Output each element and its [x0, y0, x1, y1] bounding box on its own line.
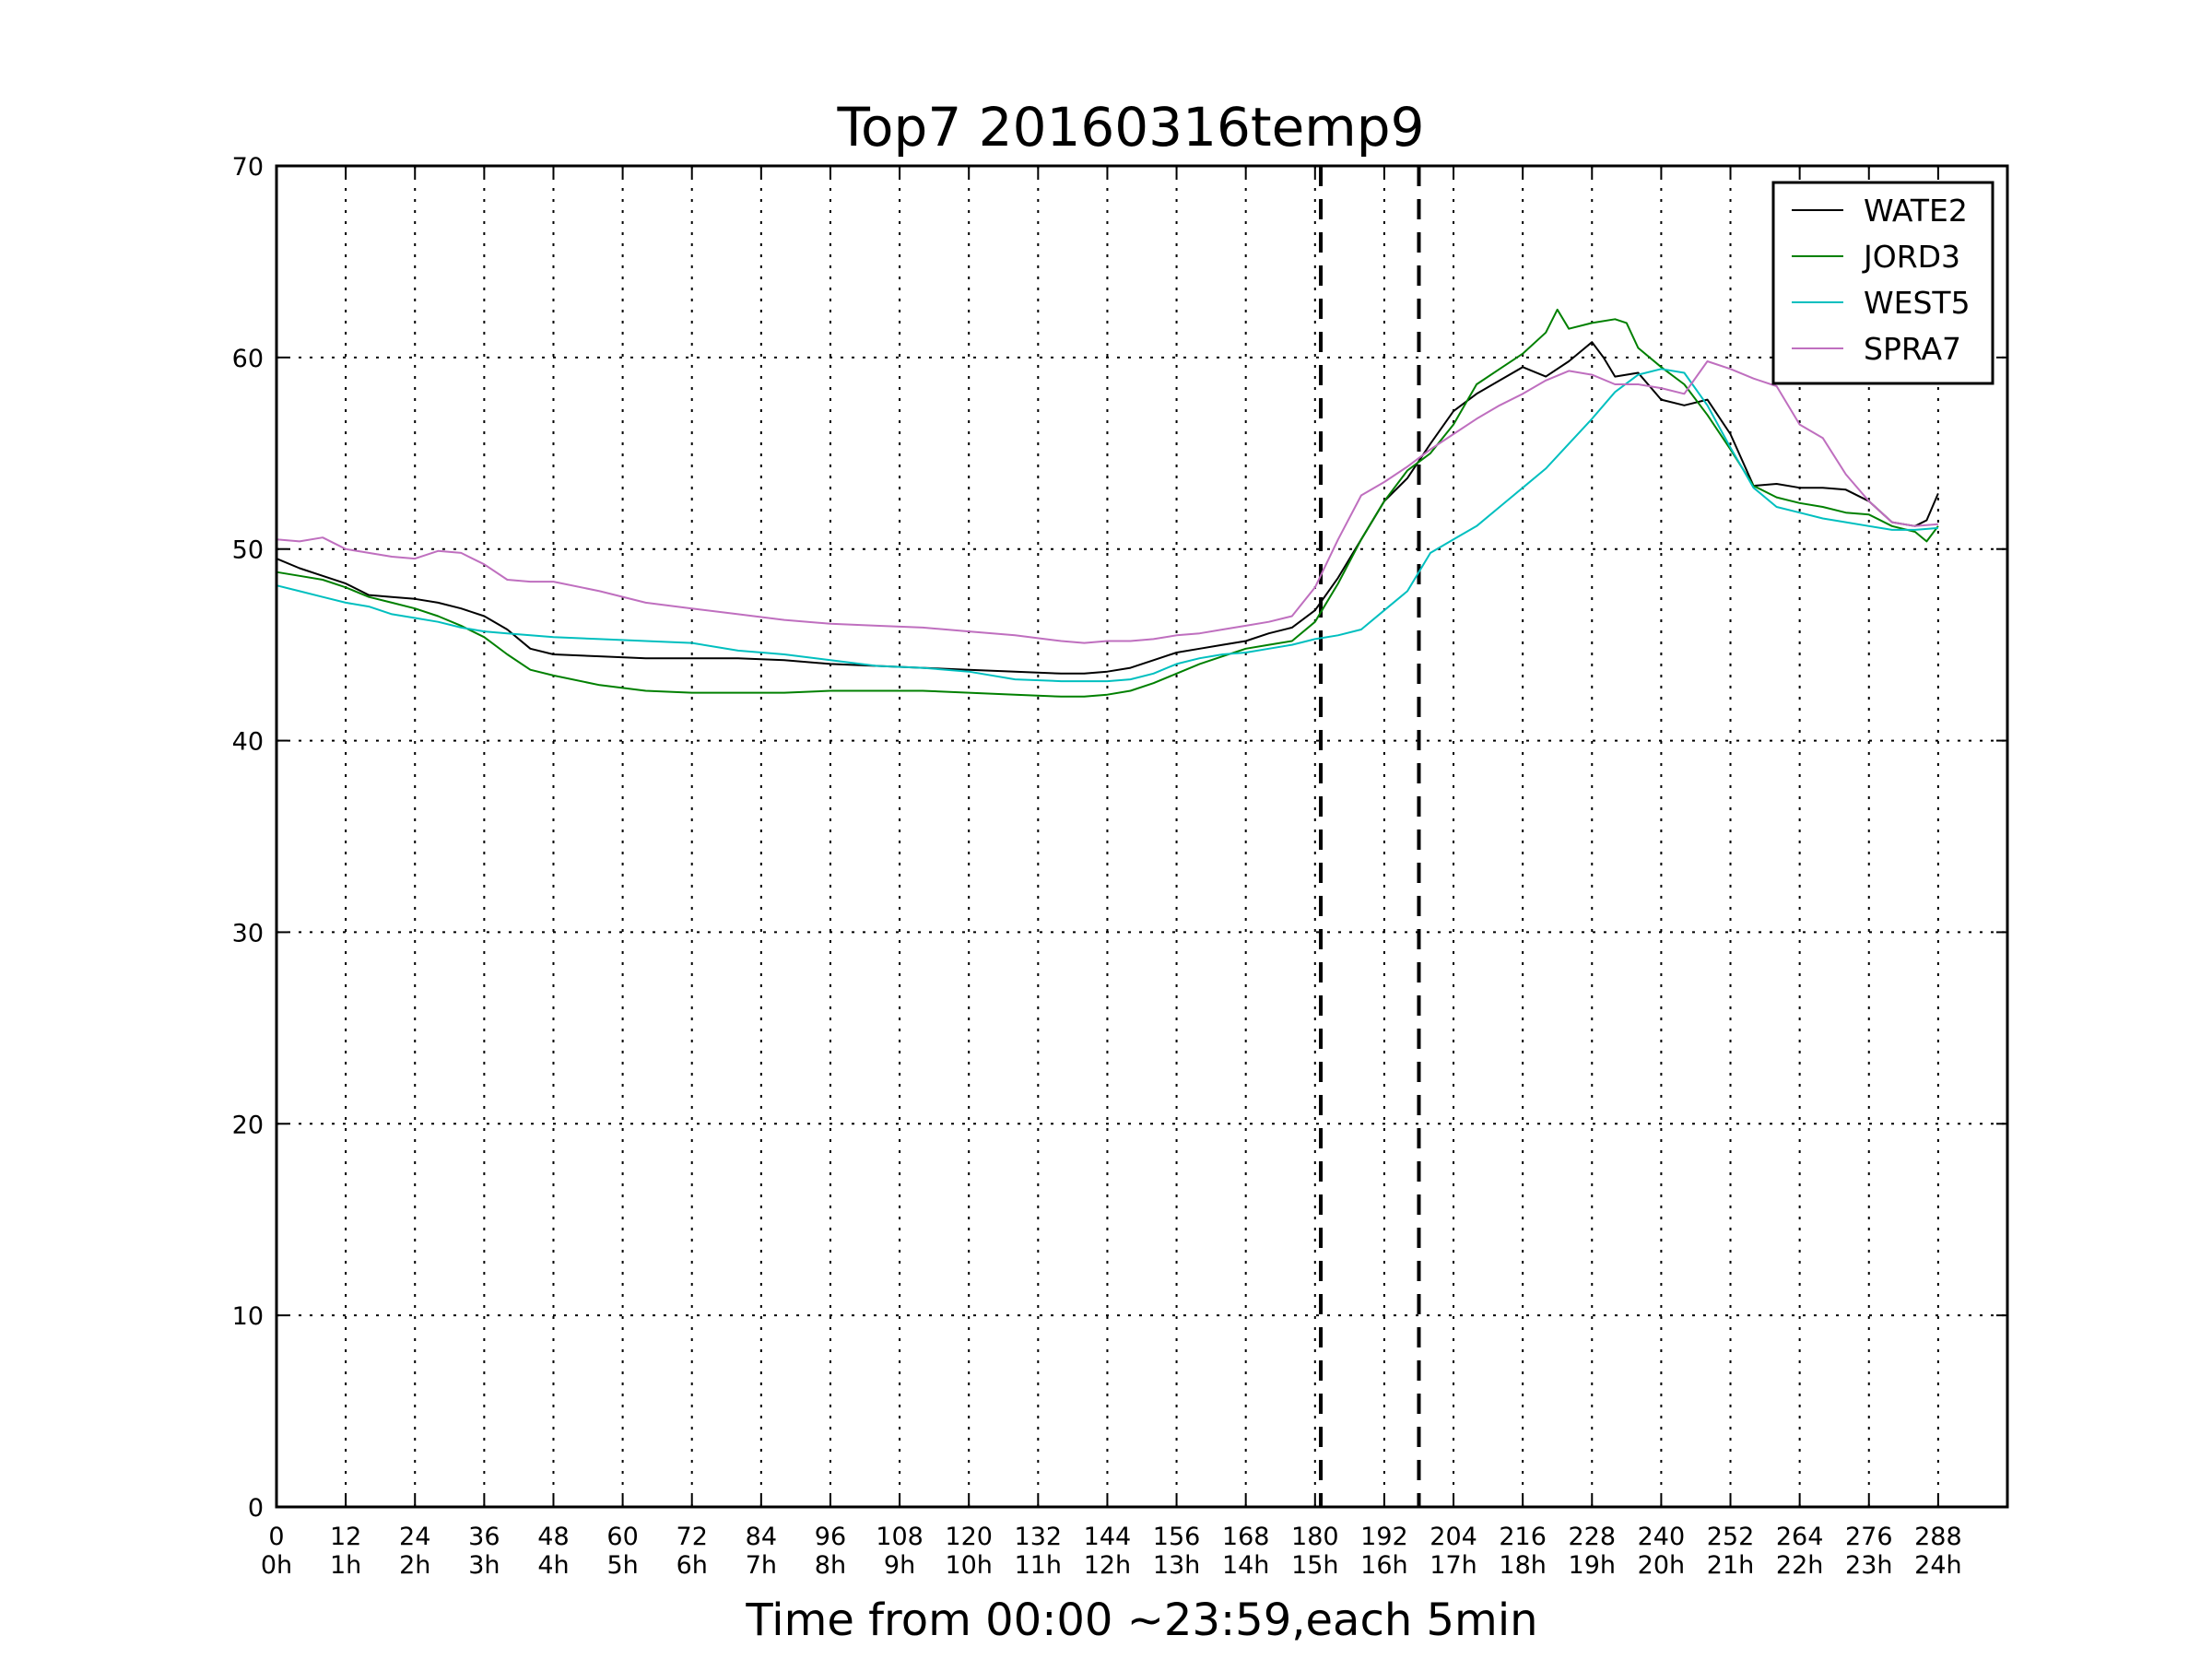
x-tick-label: 168: [1222, 1523, 1270, 1551]
vertical-markers: [1319, 166, 1421, 1507]
y-tick-label: 40: [232, 728, 264, 757]
legend-label-spra7: SPRA7: [1864, 331, 1961, 367]
x-tick-hour-label: 20h: [1638, 1551, 1685, 1580]
x-tick-label: 84: [746, 1523, 777, 1551]
x-tick-label: 72: [677, 1523, 708, 1551]
y-tick-label: 60: [232, 345, 264, 373]
chart-title: Top7 20160316temp9: [836, 96, 1424, 159]
x-tick-label: 216: [1499, 1523, 1547, 1551]
y-tick-label: 10: [232, 1302, 264, 1331]
legend-label-west5: WEST5: [1864, 285, 1971, 321]
x-tick-hour-label: 18h: [1499, 1551, 1546, 1580]
x-tick-hour-label: 8h: [815, 1551, 846, 1580]
series-line-spra7: [276, 360, 1938, 644]
legend-label-jord3: JORD3: [1862, 239, 1960, 275]
x-tick-hour-label: 0h: [261, 1551, 292, 1580]
x-tick-hour-label: 11h: [1015, 1551, 1062, 1580]
series-line-wate2: [276, 341, 1939, 675]
y-tick-label: 50: [232, 536, 264, 565]
x-tick-hour-label: 19h: [1569, 1551, 1616, 1580]
x-tick-hour-label: 1h: [330, 1551, 361, 1580]
x-tick-label: 204: [1430, 1523, 1477, 1551]
x-tick-label: 264: [1776, 1523, 1824, 1551]
x-tick-label: 144: [1084, 1523, 1132, 1551]
series-line-west5: [276, 368, 1938, 683]
x-tick-hour-label: 5h: [606, 1551, 638, 1580]
x-tick-label: 48: [537, 1523, 569, 1551]
x-tick-hour-label: 9h: [884, 1551, 915, 1580]
x-tick-label: 252: [1707, 1523, 1755, 1551]
x-tick-hour-label: 4h: [537, 1551, 569, 1580]
x-tick-hour-label: 12h: [1084, 1551, 1131, 1580]
x-tick-hour-label: 10h: [945, 1551, 992, 1580]
x-tick-label: 228: [1569, 1523, 1617, 1551]
x-tick-hour-label: 16h: [1360, 1551, 1407, 1580]
x-tick-label: 288: [1914, 1523, 1962, 1551]
series-lines: [276, 308, 1939, 698]
x-tick-label: 96: [815, 1523, 846, 1551]
x-tick-hour-label: 22h: [1776, 1551, 1823, 1580]
x-tick-label: 24: [399, 1523, 430, 1551]
y-axis-ticks: 0 10 20 30 40 50 60 70: [232, 153, 2007, 1523]
x-tick-hour-label: 15h: [1291, 1551, 1338, 1580]
x-tick-hour-label: 21h: [1707, 1551, 1754, 1580]
x-tick-label: 192: [1360, 1523, 1408, 1551]
x-tick-hour-label: 17h: [1430, 1551, 1477, 1580]
grid: [276, 166, 2007, 1507]
x-tick-hour-label: 3h: [468, 1551, 500, 1580]
x-tick-hour-label: 6h: [677, 1551, 708, 1580]
x-tick-hour-label: 23h: [1845, 1551, 1892, 1580]
x-tick-label: 132: [1015, 1523, 1063, 1551]
x-tick-hour-label: 14h: [1222, 1551, 1269, 1580]
legend-box: [1771, 181, 1994, 385]
x-tick-hour-label: 13h: [1153, 1551, 1200, 1580]
y-tick-label: 70: [232, 153, 264, 182]
x-tick-label: 0: [268, 1523, 284, 1551]
x-tick-hour-label: 24h: [1914, 1551, 1961, 1580]
series-line-jord3: [276, 308, 1939, 698]
x-tick-hour-label: 7h: [746, 1551, 777, 1580]
x-axis-label: Time from 00:00 ~23:59,each 5min: [745, 1594, 1537, 1646]
x-tick-label: 180: [1291, 1523, 1339, 1551]
x-tick-label: 12: [330, 1523, 361, 1551]
legend-label-wate2: WATE2: [1864, 193, 1968, 229]
x-tick-label: 276: [1845, 1523, 1893, 1551]
y-tick-label: 30: [232, 919, 264, 947]
x-tick-label: 108: [876, 1523, 924, 1551]
x-tick-label: 36: [468, 1523, 500, 1551]
x-tick-hour-label: 2h: [399, 1551, 430, 1580]
x-tick-label: 120: [945, 1523, 993, 1551]
x-tick-label: 156: [1153, 1523, 1201, 1551]
y-tick-label: 0: [248, 1494, 264, 1523]
legend: WATE2 JORD3 WEST5 SPRA7: [1771, 181, 1994, 385]
x-tick-label: 240: [1638, 1523, 1686, 1551]
plot-frame: [275, 164, 2009, 1509]
x-tick-label: 60: [606, 1523, 638, 1551]
y-tick-label: 20: [232, 1111, 264, 1139]
